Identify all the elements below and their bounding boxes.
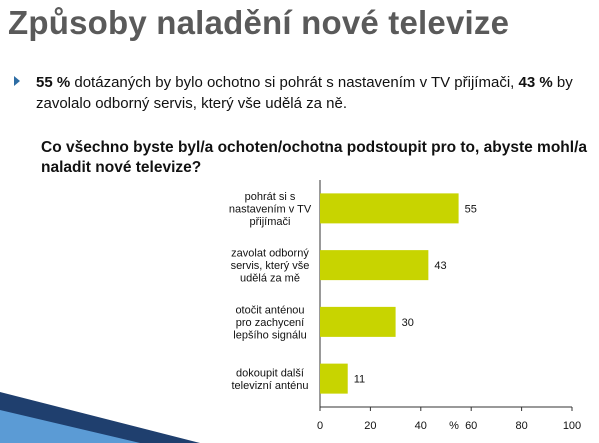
category-label-line: pohrát si s: [245, 191, 296, 203]
category-label-3: otočit anténou pro zachycení lepšího signá…: [233, 304, 306, 341]
category-label-1: pohrát si s nastavením v TV přijímači: [229, 191, 312, 228]
category-label-line: lepšího signálu: [233, 329, 306, 341]
x-tick-label-60: 60: [465, 420, 477, 432]
x-tick-label-80: 80: [515, 420, 527, 432]
category-label-2: zavolat odborný servis, který vše udělá za…: [231, 248, 310, 285]
slide-title: Způsoby naladění nové televize: [8, 4, 510, 41]
bullet-paragraph: 55 % dotázaných by bylo ochotno si pohrá…: [14, 72, 594, 114]
data-label-4: 11: [354, 374, 365, 386]
category-label-line: televizní anténu: [231, 380, 308, 392]
category-label-line: udělá za mě: [240, 273, 300, 285]
bar-4: [320, 363, 348, 394]
x-axis-unit-label: %: [449, 420, 459, 432]
category-label-line: otočit anténou: [235, 304, 304, 316]
survey-question: Co všechno byste byl/a ochoten/ochotna p…: [41, 139, 587, 176]
bullet-arrow-icon: [14, 76, 20, 86]
x-tick-label-100: 100: [563, 420, 581, 432]
bullet-text-2: by zavolalo odborný servis, který vše ud…: [36, 74, 573, 112]
bullet-text: 55 % dotázaných by bylo ochotno si pohrá…: [36, 72, 594, 114]
data-label-1: 55: [465, 203, 477, 215]
category-label-4: dokoupit další televizní anténu: [231, 367, 308, 392]
bar-3: [320, 306, 396, 337]
bullet-pct-2: 43 %: [518, 74, 553, 91]
category-label-line: nastavením v TV: [229, 203, 312, 215]
category-label-line: servis, který vše: [231, 260, 310, 272]
category-label-line: pro zachycení: [236, 317, 304, 329]
bar-1: [320, 193, 459, 224]
category-label-line: dokoupit další: [236, 367, 304, 379]
x-tick-label-20: 20: [364, 420, 376, 432]
x-tick-label-0: 0: [317, 420, 323, 432]
bullet-text-1: dotázaných by bylo ochotno si pohrát s n…: [70, 74, 519, 91]
category-label-line: zavolat odborný: [231, 248, 309, 260]
category-label-line: přijímači: [250, 216, 291, 228]
bullet-pct-1: 55 %: [36, 74, 71, 91]
x-tick-label-40: 40: [415, 420, 427, 432]
data-label-3: 30: [402, 317, 414, 329]
bar-2: [320, 250, 429, 281]
data-label-2: 43: [434, 260, 446, 272]
